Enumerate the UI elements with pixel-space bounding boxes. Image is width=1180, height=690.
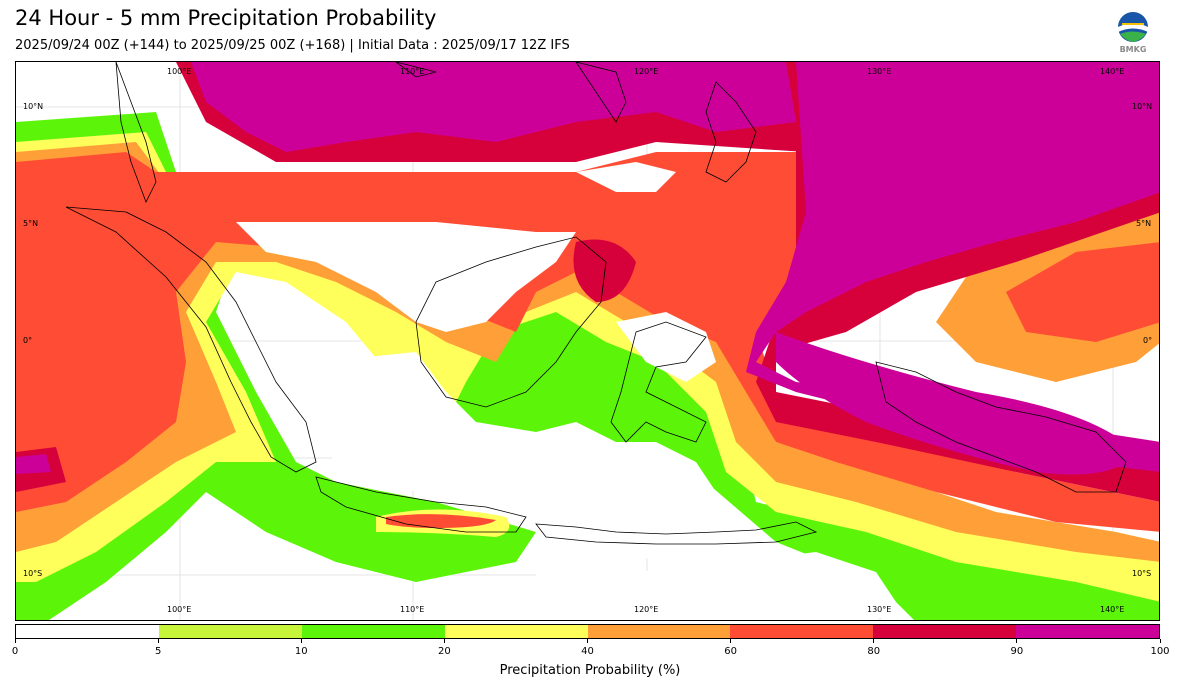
lon-label-bottom: 100°E <box>167 605 192 614</box>
lon-label-bottom: 130°E <box>867 605 892 614</box>
colorbar-label: Precipitation Probability (%) <box>499 663 681 678</box>
lat-label-left: 10°S <box>23 569 43 578</box>
lon-label-bottom: 140°E <box>1100 605 1125 614</box>
colorbar-tick-mark <box>443 639 445 643</box>
colorbar-tick-label: 20 <box>438 646 451 657</box>
chart-subtitle: 2025/09/24 00Z (+144) to 2025/09/25 00Z … <box>15 38 570 53</box>
colorbar-tick-mark <box>730 639 732 643</box>
colorbar-tick-mark <box>1159 639 1161 643</box>
colorbar-tick-label: 40 <box>581 646 594 657</box>
colorbar-segment <box>730 625 874 638</box>
colorbar-segment <box>587 625 731 638</box>
prob-0-5 <box>181 122 896 620</box>
colorbar-tick-mark <box>873 639 875 643</box>
prob-90-100 <box>16 62 1159 475</box>
lat-label-right: 10°N <box>1132 102 1153 111</box>
lon-label-top: 120°E <box>634 67 659 76</box>
lon-label-top: 110°E <box>400 67 425 76</box>
lon-label-top: 100°E <box>167 67 192 76</box>
colorbar-tick-mark <box>587 639 588 643</box>
colorbar <box>15 624 1160 639</box>
colorbar-tick-mark <box>157 639 159 643</box>
lat-label-left: 5°N <box>23 219 39 228</box>
colorbar-tick-mark <box>300 639 302 643</box>
lat-label-right: 0° <box>1143 336 1153 345</box>
coastlines <box>65 62 1127 545</box>
precipitation-map: 100°E 110°E 120°E 130°E 140°E 100°E 110°… <box>15 61 1160 621</box>
lat-label-right: 10°S <box>1132 569 1152 578</box>
colorbar-segment <box>301 625 445 638</box>
lat-label-left: 10°N <box>23 102 44 111</box>
colorbar-segment <box>444 625 588 638</box>
colorbar-tick-label: 90 <box>1010 646 1024 657</box>
colorbar-tick-mark <box>14 639 16 643</box>
colorbar-tick-mark <box>1016 639 1018 643</box>
chart-title: 24 Hour - 5 mm Precipitation Probability <box>15 6 437 30</box>
lat-label-left: 0° <box>23 336 33 345</box>
lon-label-bottom: 120°E <box>634 605 659 614</box>
colorbar-tick-label: 100 <box>1150 646 1170 657</box>
colorbar-tick-label: 5 <box>154 646 162 657</box>
map-canvas <box>16 62 1159 620</box>
colorbar-segment <box>16 625 159 638</box>
colorbar-tick-label: 0 <box>11 646 19 657</box>
lon-label-bottom: 110°E <box>400 605 425 614</box>
colorbar-tick-label: 80 <box>867 646 881 657</box>
bmkg-logo: BMKG <box>1114 10 1152 56</box>
logo-text: BMKG <box>1120 45 1147 54</box>
colorbar-tick-label: 10 <box>294 646 308 657</box>
colorbar-tick-label: 60 <box>724 646 737 657</box>
colorbar-segment <box>158 625 302 638</box>
lat-label-right: 5°N <box>1136 219 1152 228</box>
lon-label-top: 140°E <box>1100 67 1125 76</box>
lon-label-top: 130°E <box>867 67 892 76</box>
colorbar-segment <box>1016 625 1159 638</box>
colorbar-segment <box>873 625 1017 638</box>
